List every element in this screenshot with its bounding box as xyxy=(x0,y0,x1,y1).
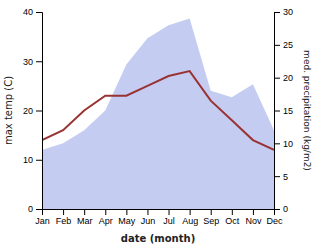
tick-label: 30 xyxy=(23,57,33,67)
tick-mark xyxy=(274,12,280,13)
tick: Feb xyxy=(56,209,72,226)
tick-label: 0 xyxy=(28,204,33,214)
tick-mark xyxy=(36,160,42,161)
tick: May xyxy=(118,209,136,226)
x-axis-title: date (month) xyxy=(121,233,195,244)
tick: 30 xyxy=(274,7,293,17)
tick-label: Jul xyxy=(163,216,175,226)
tick: 15 xyxy=(274,106,293,116)
tick-label: Apr xyxy=(99,216,113,226)
tick-mark xyxy=(126,209,127,215)
tick-label: 40 xyxy=(23,7,33,17)
tick-mark xyxy=(63,209,64,215)
tick: 10 xyxy=(23,155,42,165)
tick: Oct xyxy=(225,209,240,226)
tick-mark xyxy=(169,209,170,215)
tick-label: Aug xyxy=(182,216,198,226)
tick-label: 10 xyxy=(23,155,33,165)
tick: Mar xyxy=(77,209,93,226)
tick-label: Feb xyxy=(56,216,72,226)
y-axis: 0 10 20 30 40 xyxy=(23,7,43,214)
tick-mark xyxy=(232,209,233,215)
tick-label: Oct xyxy=(225,216,240,226)
tick-label: 20 xyxy=(283,73,293,83)
tick: 10 xyxy=(274,139,293,149)
tick-mark xyxy=(190,209,191,215)
tick-label: Jan xyxy=(35,216,50,226)
tick: Apr xyxy=(99,209,113,226)
tick-label: Jun xyxy=(141,216,156,226)
tick: Jun xyxy=(141,209,156,226)
tick-label: Mar xyxy=(77,216,93,226)
tick: Nov xyxy=(245,209,262,226)
tick: Aug xyxy=(182,209,198,226)
axis-line xyxy=(43,210,275,216)
chart-svg: JanFebMarAprMayJunJulAugSepOctNovDec0102… xyxy=(0,0,318,247)
temperature-line xyxy=(42,71,274,150)
tick-label: May xyxy=(118,216,136,226)
tick-mark xyxy=(36,61,42,62)
tick-label: Sep xyxy=(203,216,219,226)
tick: 5 xyxy=(274,172,288,182)
tick: 25 xyxy=(274,40,293,50)
plot-area: JanFebMarAprMayJunJulAugSepOctNovDec0102… xyxy=(3,7,312,244)
tick: 0 xyxy=(274,204,288,214)
tick-mark xyxy=(274,143,280,144)
tick-mark xyxy=(84,209,85,215)
tick-mark xyxy=(274,209,280,210)
tick: 0 xyxy=(28,204,42,214)
tick-mark xyxy=(211,209,212,215)
chart-container: JanFebMarAprMayJunJulAugSepOctNovDec0102… xyxy=(0,0,318,247)
tick-label: 5 xyxy=(283,172,288,182)
tick-mark xyxy=(274,176,280,177)
y2-axis-title: med. precipitation (kg/m2) xyxy=(302,50,312,171)
tick: 20 xyxy=(23,106,42,116)
axis-line xyxy=(36,13,43,210)
tick-mark xyxy=(36,12,42,13)
tick-label: 0 xyxy=(283,204,288,214)
tick-label: 30 xyxy=(283,7,293,17)
tick: 40 xyxy=(23,7,42,17)
axis-line xyxy=(275,13,281,210)
tick-mark xyxy=(105,209,106,215)
tick-label: 25 xyxy=(283,40,293,50)
tick-mark xyxy=(36,209,42,210)
tick-mark xyxy=(36,111,42,112)
tick-mark xyxy=(274,45,280,46)
tick: Sep xyxy=(203,209,219,226)
tick-label: Dec xyxy=(266,216,283,226)
tick-label: 20 xyxy=(23,106,33,116)
y-axis-title: max temp (C) xyxy=(3,76,14,145)
tick-label: 15 xyxy=(283,106,293,116)
tick-label: 10 xyxy=(283,139,293,149)
y2-axis: 0 5 10 15 20 25 30 xyxy=(274,7,293,214)
tick-label: Nov xyxy=(245,216,262,226)
tick-mark xyxy=(274,78,280,79)
x-axis: Jan Feb Mar Apr May Jun Jul Aug Sep Oct Nov Dec xyxy=(35,209,283,226)
tick: 20 xyxy=(274,73,293,83)
tick-mark xyxy=(253,209,254,215)
tick: Jul xyxy=(163,209,175,226)
tick-mark xyxy=(274,111,280,112)
precipitation-area xyxy=(42,19,274,209)
marks xyxy=(42,19,274,209)
tick: Jan xyxy=(35,209,50,226)
tick: Dec xyxy=(266,209,283,226)
tick-mark xyxy=(147,209,148,215)
tick: 30 xyxy=(23,57,42,67)
